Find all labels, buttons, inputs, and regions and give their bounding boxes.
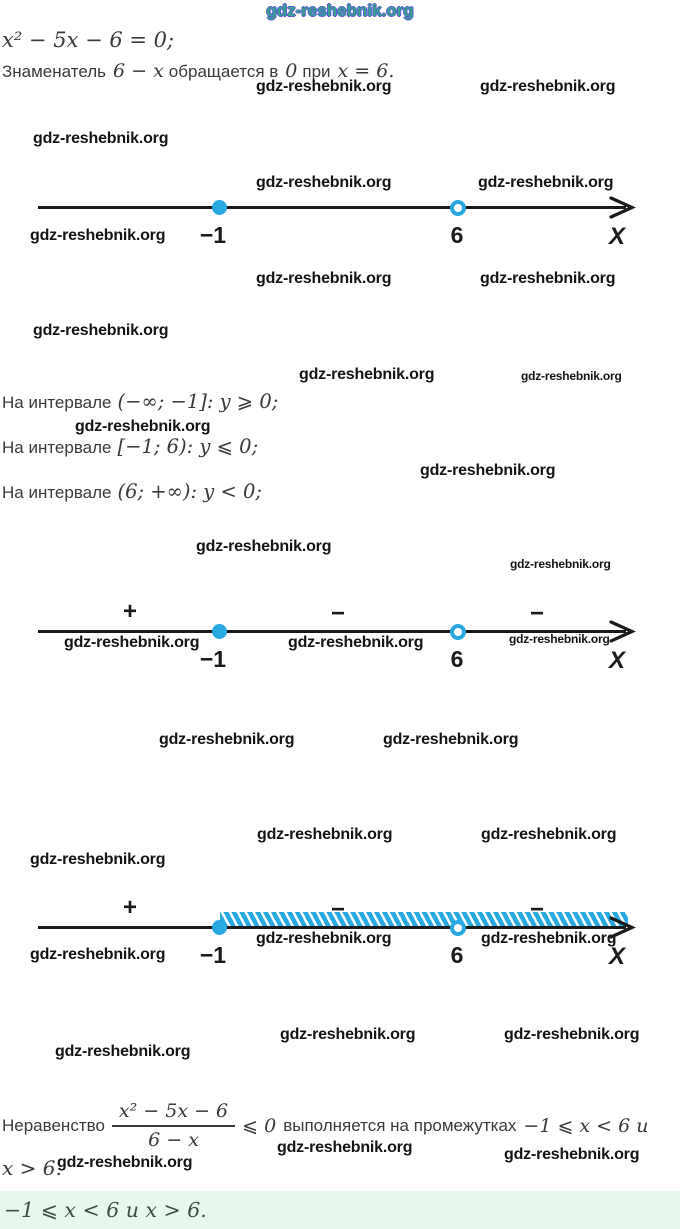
- point-filled-minus1: [212, 200, 227, 215]
- watermark: gdz-reshebnik.org: [521, 369, 622, 383]
- statement-math: x = 6.: [337, 60, 395, 82]
- point-label-6: 6: [450, 646, 464, 672]
- watermark: gdz-reshebnik.org: [33, 322, 169, 339]
- watermark: gdz-reshebnik.org: [30, 946, 166, 963]
- watermark: gdz-reshebnik.org: [256, 78, 392, 95]
- watermark: gdz-reshebnik.org: [30, 227, 166, 244]
- watermark: gdz-reshebnik.org: [383, 731, 519, 748]
- conclusion-middle: выполняется на промежутках: [283, 1115, 517, 1135]
- interval-prefix: На интервале: [2, 393, 112, 412]
- relation-symbol: ⩽ 0: [242, 1114, 277, 1137]
- watermark: gdz-reshebnik.org: [480, 270, 616, 287]
- watermark: gdz-reshebnik.org: [504, 1146, 640, 1163]
- interval-math: (6; +∞): y < 0;: [117, 480, 262, 503]
- watermark: gdz-reshebnik.org: [280, 1026, 416, 1043]
- interval-math: [−1; 6): y ⩽ 0;: [117, 435, 259, 458]
- point-label-6: 6: [450, 222, 464, 248]
- point-label-6: 6: [450, 942, 464, 968]
- watermark: gdz-reshebnik.org: [196, 538, 332, 555]
- watermark: gdz-reshebnik.org: [75, 418, 211, 435]
- watermark: gdz-reshebnik.org: [256, 930, 392, 947]
- watermark: gdz-reshebnik.org: [57, 1154, 193, 1171]
- fraction-denominator: 6 − x: [148, 1129, 199, 1151]
- watermark: gdz-reshebnik.org: [30, 851, 166, 868]
- statement-text: обращается в: [168, 62, 279, 81]
- watermark: gdz-reshebnik.org: [277, 1139, 413, 1156]
- solution-hatch-region: [220, 912, 628, 926]
- watermark: gdz-reshebnik.org: [55, 1043, 191, 1060]
- watermark: gdz-reshebnik.org: [33, 130, 169, 147]
- watermark: gdz-reshebnik.org: [481, 930, 617, 947]
- watermark: gdz-reshebnik.org: [478, 174, 614, 191]
- conclusion-line: Неравенство x² − 5x − 6 6 − x ⩽ 0 выполн…: [2, 1100, 678, 1151]
- conclusion-range-1: −1 ⩽ x < 6 и: [523, 1114, 649, 1137]
- point-filled-minus1: [212, 920, 227, 935]
- watermark: gdz-reshebnik.org: [481, 826, 617, 843]
- statement-math: 6 − x: [112, 60, 164, 82]
- fraction-numerator: x² − 5x − 6: [111, 1100, 236, 1127]
- watermark: gdz-reshebnik.org: [288, 634, 424, 651]
- watermark: gdz-reshebnik.org: [480, 78, 616, 95]
- watermark: gdz-reshebnik.org: [509, 632, 610, 646]
- watermark: gdz-reshebnik.org: [256, 270, 392, 287]
- number-line-axis: [38, 926, 626, 930]
- watermark: gdz-reshebnik.org: [299, 366, 435, 383]
- axis-arrowhead-icon: [609, 916, 636, 939]
- interval-line-2: На интервале [−1; 6): y ⩽ 0;: [2, 435, 258, 458]
- watermark: gdz-reshebnik.org: [510, 557, 611, 571]
- answer-text: −1 ⩽ x < 6 и x > 6.: [4, 1198, 207, 1222]
- point-label-minus1: −1: [199, 222, 227, 248]
- point-label-minus1: −1: [199, 646, 227, 672]
- point-open-6: [450, 920, 466, 936]
- number-line-axis: [38, 206, 626, 210]
- conclusion-range-2: x > 6.: [2, 1156, 62, 1180]
- axis-label-x: X: [608, 943, 625, 970]
- interval-prefix: На интервале: [2, 483, 112, 502]
- denominator-statement: Знаменатель 6 − x обращается в 0 при x = 6.: [2, 60, 399, 82]
- statement-text: при: [302, 62, 331, 81]
- site-brand-watermark: gdz-reshebnik.org: [266, 1, 414, 20]
- point-filled-minus1: [212, 624, 227, 639]
- point-open-6: [450, 624, 466, 640]
- interval-math: (−∞; −1]: y ⩾ 0;: [117, 390, 279, 413]
- axis-label-x: X: [608, 223, 625, 250]
- number-line-axis: [38, 630, 626, 634]
- watermark: gdz-reshebnik.org: [256, 174, 392, 191]
- sign-minus: −: [330, 600, 345, 627]
- interval-line-1: На интервале (−∞; −1]: y ⩾ 0;: [2, 390, 278, 413]
- axis-label-x: X: [608, 647, 625, 674]
- point-label-minus1: −1: [199, 942, 227, 968]
- watermark: gdz-reshebnik.org: [159, 731, 295, 748]
- fraction: x² − 5x − 6 6 − x: [111, 1100, 236, 1151]
- interval-prefix: На интервале: [2, 438, 112, 457]
- statement-text: Знаменатель: [2, 62, 106, 81]
- sign-minus: −: [529, 600, 544, 627]
- statement-math: 0: [285, 60, 298, 82]
- point-open-6: [450, 200, 466, 216]
- sign-plus: +: [122, 598, 137, 625]
- watermark: gdz-reshebnik.org: [504, 1026, 640, 1043]
- interval-line-3: На интервале (6; +∞): y < 0;: [2, 480, 262, 503]
- conclusion-prefix: Неравенство: [2, 1115, 105, 1135]
- equation-quadratic: x² − 5x − 6 = 0;: [2, 28, 175, 52]
- watermark: gdz-reshebnik.org: [420, 462, 556, 479]
- watermark: gdz-reshebnik.org: [64, 634, 200, 651]
- watermark: gdz-reshebnik.org: [257, 826, 393, 843]
- sign-plus: +: [122, 894, 137, 921]
- axis-arrowhead-icon: [609, 620, 636, 643]
- answer-highlight-bar: −1 ⩽ x < 6 и x > 6.: [0, 1191, 680, 1229]
- axis-arrowhead-icon: [609, 196, 636, 219]
